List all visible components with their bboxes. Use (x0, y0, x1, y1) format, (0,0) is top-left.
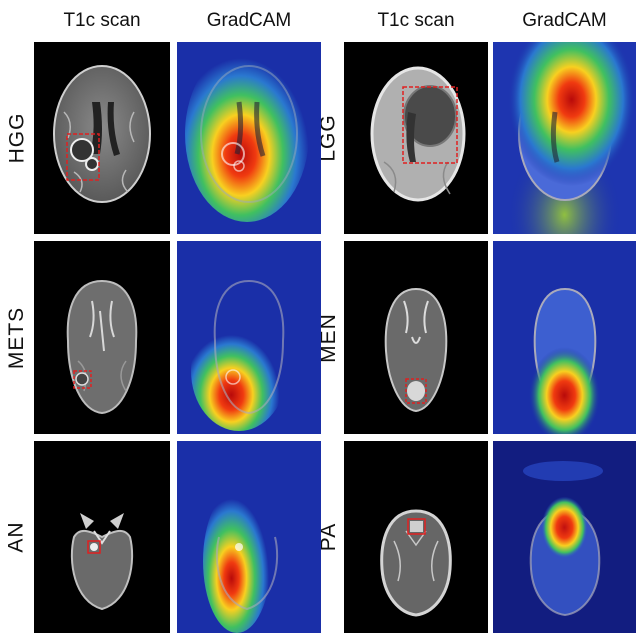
lgg-t1c-scan-image (344, 42, 488, 234)
hgg-t1c-scan-image (34, 42, 170, 234)
row-label-hgg: HGG (5, 112, 28, 164)
pa-t1c-scan-image (344, 441, 488, 633)
row-label-mets: METS (5, 306, 28, 369)
header-right-scan: T1c scan (377, 10, 455, 31)
an-t1c-scan-image (34, 441, 170, 633)
an-gradcam-heatmap (177, 441, 321, 633)
header-right-gradcam: GradCAM (522, 10, 607, 31)
row-label-an: AN (5, 521, 28, 553)
men-gradcam-heatmap (493, 241, 636, 434)
mets-gradcam-heatmap (177, 241, 321, 434)
men-t1c-scan-image (344, 241, 488, 434)
pa-gradcam-heatmap (493, 441, 636, 633)
lgg-gradcam-heatmap (493, 42, 636, 234)
hgg-gradcam-heatmap (177, 42, 321, 234)
header-left-scan: T1c scan (63, 10, 141, 31)
header-left-gradcam: GradCAM (206, 10, 292, 31)
mets-t1c-scan-image (34, 241, 170, 434)
